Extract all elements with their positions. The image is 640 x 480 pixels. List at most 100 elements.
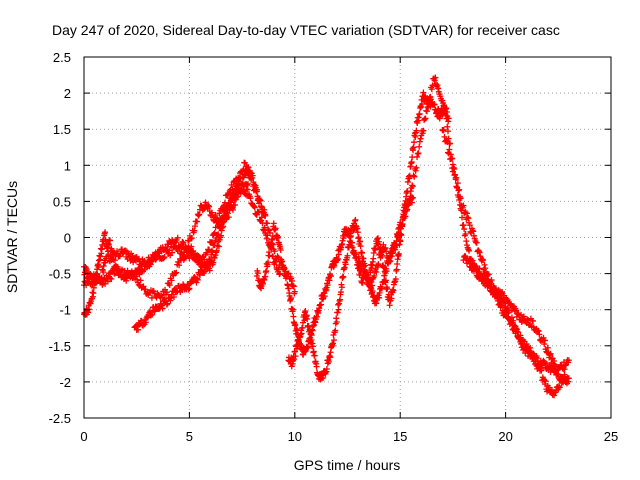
data-point [426, 101, 433, 108]
data-point [384, 285, 391, 292]
data-point [111, 270, 118, 277]
data-point [524, 343, 531, 350]
data-point [551, 358, 558, 365]
data-point [318, 301, 325, 308]
data-point [218, 219, 225, 226]
data-point [159, 305, 166, 312]
data-point [466, 247, 473, 254]
data-point [225, 200, 232, 207]
data-point [217, 225, 224, 232]
data-point [409, 182, 416, 189]
data-point [372, 245, 379, 252]
data-point [476, 265, 483, 272]
data-point [462, 230, 469, 237]
data-point [142, 319, 149, 326]
data-point [382, 277, 389, 284]
data-point [304, 344, 311, 351]
data-point [212, 212, 219, 219]
data-point [97, 279, 104, 286]
data-point [484, 272, 491, 279]
data-point [460, 202, 467, 209]
data-point [393, 242, 400, 249]
data-point [258, 214, 265, 221]
data-point [332, 327, 339, 334]
data-point [238, 182, 245, 189]
data-points [81, 74, 572, 399]
data-point [207, 257, 214, 264]
data-point [98, 274, 105, 281]
data-point [378, 251, 385, 258]
y-tick-label: -1.5 [49, 339, 71, 354]
axis-ticks: 0 5 10 15 20 25 2.5 2 1.5 1 0.5 0 -0.5 -1 -1.5 -2 -2.5 [49, 50, 619, 444]
data-point [333, 319, 340, 326]
data-point [184, 282, 191, 289]
data-point [354, 229, 361, 236]
data-point [166, 282, 173, 289]
data-point [554, 366, 561, 373]
data-point [441, 133, 448, 140]
data-point [444, 138, 451, 145]
data-point [95, 264, 102, 271]
data-point [211, 255, 218, 262]
data-point [520, 313, 527, 320]
data-point [288, 295, 295, 302]
data-point [262, 212, 269, 219]
data-point [274, 233, 281, 240]
data-point [388, 253, 395, 260]
data-point [541, 337, 548, 344]
data-point [261, 224, 268, 231]
data-point [211, 242, 218, 249]
data-point [245, 164, 252, 171]
data-point [90, 290, 97, 297]
data-point [459, 214, 466, 221]
data-point [513, 326, 520, 333]
data-point [194, 276, 201, 283]
data-point [163, 289, 170, 296]
data-point [517, 332, 524, 339]
data-point [308, 337, 315, 344]
data-point [473, 239, 480, 246]
data-point [565, 375, 572, 382]
data-point [97, 253, 104, 260]
data-point [326, 277, 333, 284]
data-point [307, 330, 314, 337]
data-point [420, 127, 427, 134]
data-point [289, 306, 296, 313]
data-point [174, 234, 181, 241]
data-point [440, 127, 447, 134]
data-point [530, 317, 537, 324]
data-point [255, 209, 262, 216]
y-tick-label: 2.5 [53, 50, 71, 65]
data-point [383, 267, 390, 274]
data-point [470, 232, 477, 239]
data-point [155, 253, 162, 260]
data-point [413, 127, 420, 134]
data-point [556, 384, 563, 391]
data-point [511, 322, 518, 329]
data-point [410, 172, 417, 179]
data-point [527, 344, 534, 351]
data-point [111, 257, 118, 264]
data-point [251, 203, 258, 210]
data-point [445, 150, 452, 157]
data-point [482, 265, 489, 272]
data-point [411, 139, 418, 146]
data-point [167, 297, 174, 304]
data-point [396, 251, 403, 258]
data-point [142, 286, 149, 293]
data-point [195, 212, 202, 219]
data-point [470, 228, 477, 235]
data-point [323, 365, 330, 372]
y-tick-label: -2 [59, 375, 71, 390]
data-point [360, 255, 367, 262]
data-point [160, 255, 167, 262]
data-point [132, 270, 139, 277]
data-point [218, 222, 225, 229]
data-point [291, 288, 298, 295]
data-point [418, 103, 425, 110]
data-point [334, 309, 341, 316]
data-point [311, 352, 318, 359]
data-point [219, 214, 226, 221]
data-point [194, 218, 201, 225]
data-point [355, 234, 362, 241]
